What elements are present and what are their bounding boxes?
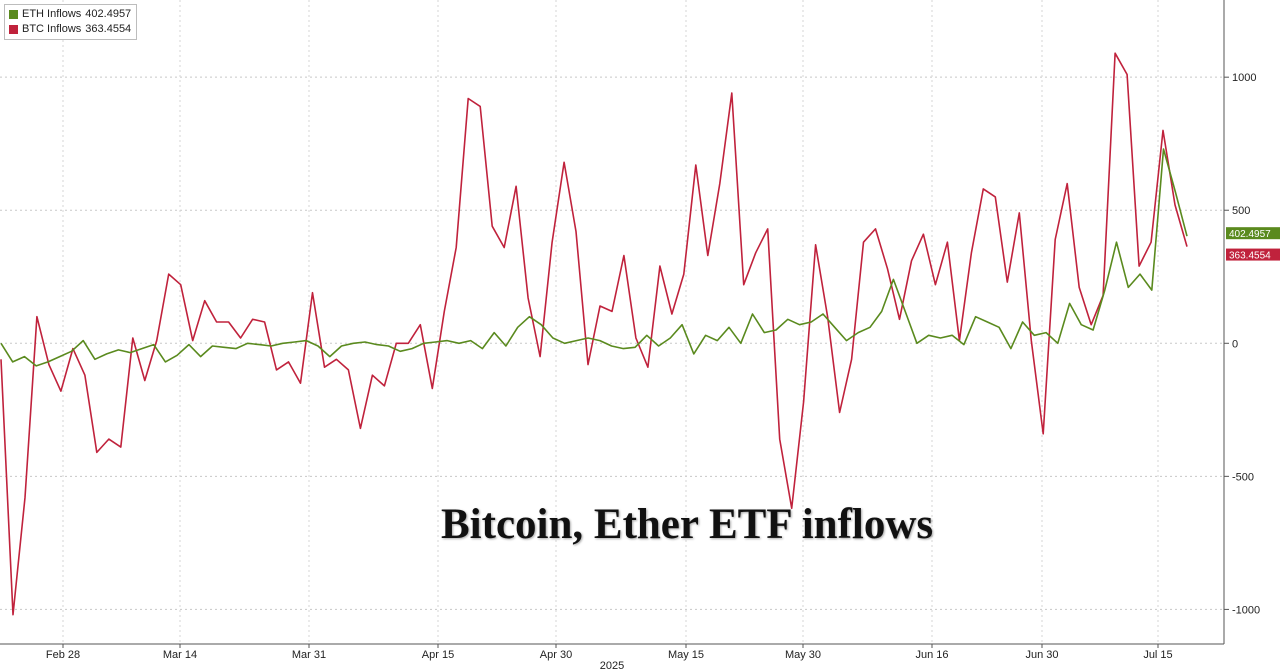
legend-item-btc: BTC Inflows 363.4554 [9,22,131,37]
legend-swatch-btc [9,25,18,34]
y-tick-label: 1000 [1232,72,1256,84]
y-tick-label: -500 [1232,471,1254,483]
series-lines [0,52,1188,616]
x-tick-label: Apr 15 [422,649,454,661]
x-tick-label: Apr 30 [540,649,572,661]
y-tick-label: 0 [1232,338,1238,350]
legend: ETH Inflows 402.4957 BTC Inflows 363.455… [4,4,138,40]
legend-item-eth: ETH Inflows 402.4957 [9,7,131,22]
x-tick-label: Jun 30 [1025,649,1058,661]
last-value-label-eth: 402.4957 [1229,229,1271,240]
last-value-label-btc: 363.4554 [1229,251,1271,262]
legend-label-eth: ETH Inflows [22,8,82,20]
legend-label-btc: BTC Inflows [22,23,82,35]
last-value-tag-eth [1226,227,1280,240]
legend-value-eth: 402.4957 [85,8,132,20]
x-tick-label: Mar 14 [163,649,197,661]
legend-swatch-eth [9,10,18,19]
last-value-tags: 402.4957 363.4554 [1226,227,1280,262]
series-line-eth [0,148,1188,367]
series-line-btc [0,52,1188,616]
x-axis-year-label: 2025 [600,660,624,671]
last-value-tag-btc [1226,248,1280,261]
y-tick-label: -1000 [1232,604,1260,616]
x-tick-label: May 30 [785,649,821,661]
chart-title: Bitcoin, Ether ETF inflows [441,501,934,548]
x-tick-label: Mar 31 [292,649,326,661]
x-tick-label: May 15 [668,649,704,661]
legend-value-btc: 363.4554 [85,23,132,35]
y-tick-label: 500 [1232,205,1250,217]
grid-lines [0,0,1224,644]
x-tick-label: Jul 15 [1143,649,1172,661]
x-tick-label: Feb 28 [46,649,80,661]
x-tick-label: Jun 16 [915,649,948,661]
axes: -1000 -500 0 500 1000 Feb 28 Mar 14 Mar 31 Apr 1… [0,0,1260,661]
